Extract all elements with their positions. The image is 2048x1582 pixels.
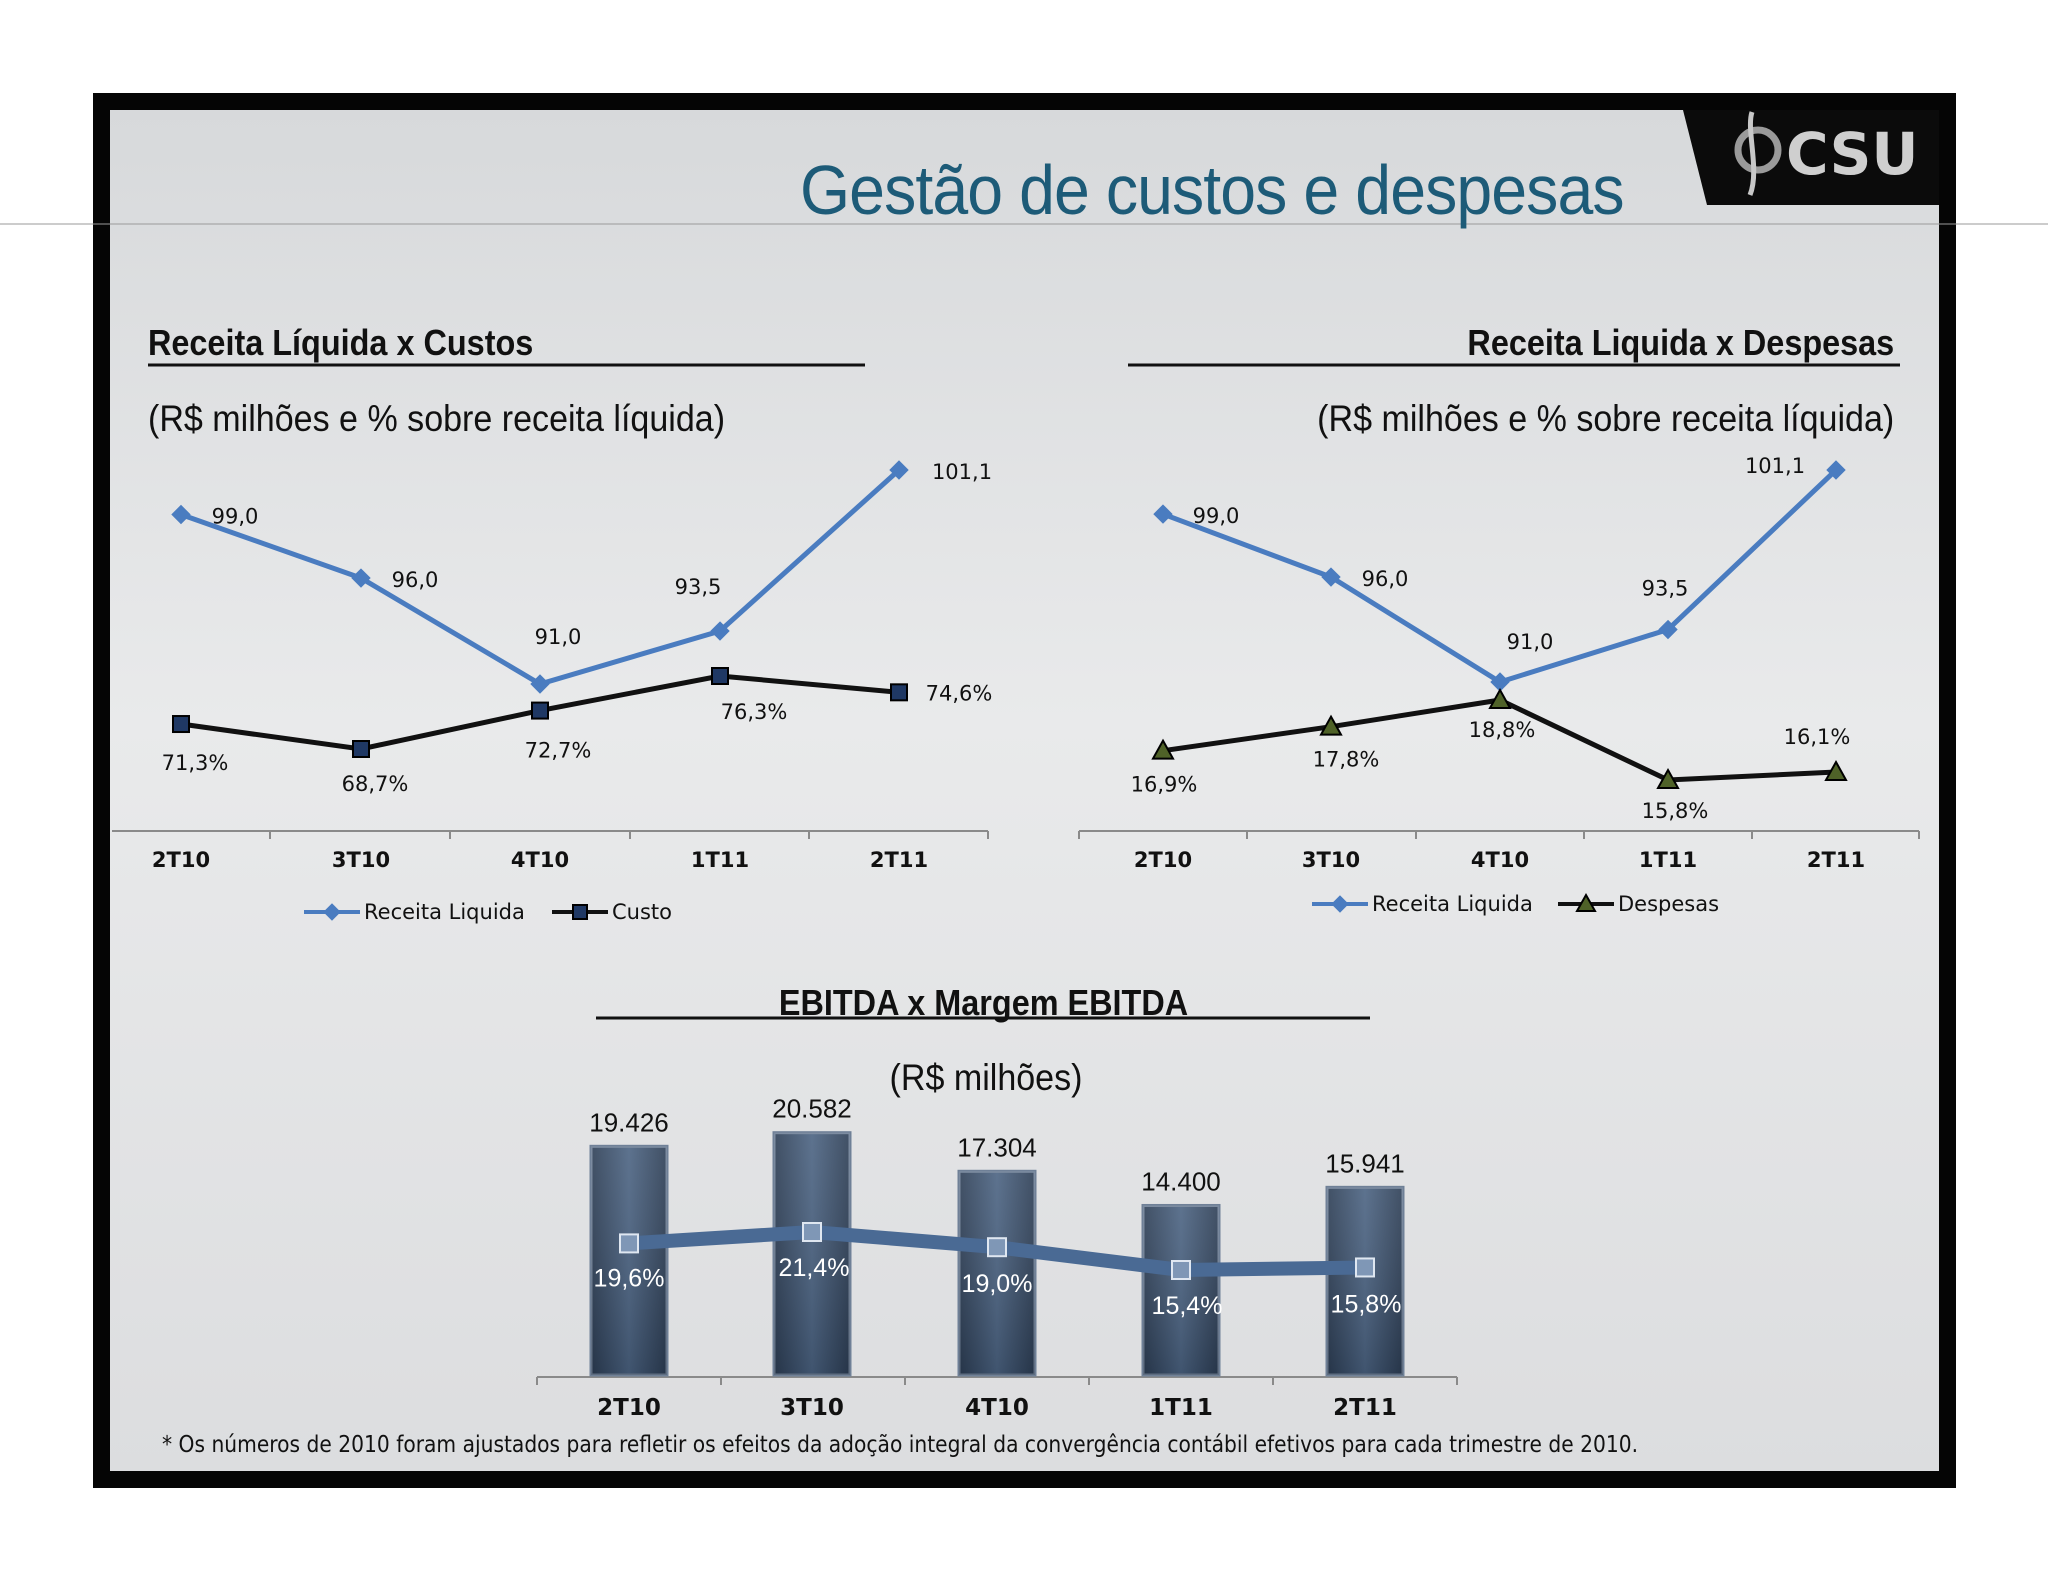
costs-revenue-point — [530, 674, 550, 694]
costs-revenue-label: 99,0 — [212, 504, 259, 528]
ebitda-value-label: 19.426 — [589, 1107, 669, 1137]
ebitda-margin-point — [1355, 1257, 1375, 1278]
costs-section-subtitle: (R$ milhões e % sobre receita líquida) — [148, 398, 726, 439]
expenses-revenue-label: 99,0 — [1193, 504, 1240, 528]
expenses-category-label: 2T10 — [1134, 848, 1192, 872]
costs-revenue-label: 101,1 — [932, 460, 992, 484]
expenses-legend-revenue-label: Receita Liquida — [1372, 892, 1533, 916]
ebitda-category-label: 2T10 — [597, 1395, 661, 1421]
costs-revenue-line — [180, 468, 901, 687]
expenses-revenue-label: 93,5 — [1642, 577, 1689, 601]
expenses-revenue-line — [1162, 468, 1838, 685]
ebitda-margin-label: 15,4% — [1152, 1292, 1223, 1320]
expenses-revenue-label: 91,0 — [1507, 630, 1554, 654]
expenses-secondary-label: 16,9% — [1131, 773, 1198, 797]
costs-cost-point — [531, 701, 549, 720]
expenses-revenue-point — [1321, 567, 1341, 587]
expenses-secondary-label: 15,8% — [1642, 799, 1709, 823]
expenses-expense-point — [1488, 687, 1512, 709]
ebitda-value-label: 15.941 — [1325, 1148, 1405, 1178]
expenses-revenue-point — [1153, 504, 1173, 524]
expenses-secondary-label: 18,8% — [1469, 718, 1536, 742]
costs-secondary-label: 71,3% — [162, 751, 229, 775]
costs-cost-point — [172, 715, 190, 734]
expenses-expense-point — [1319, 714, 1343, 736]
costs-secondary-label: 76,3% — [721, 700, 788, 724]
ebitda-category-label: 4T10 — [965, 1395, 1029, 1421]
ebitda-margin-point — [987, 1237, 1007, 1258]
ebitda-category-label: 3T10 — [780, 1395, 844, 1421]
costs-secondary-label: 74,6% — [926, 681, 993, 705]
expenses-legend-revenue-marker — [1331, 895, 1349, 913]
costs-revenue-point — [171, 504, 191, 525]
ebitda-category-label: 1T11 — [1149, 1395, 1213, 1421]
ebitda-margin-label: 19,6% — [594, 1264, 665, 1292]
costs-category-label: 3T10 — [332, 848, 390, 872]
costs-legend-secondary-label: Custo — [612, 900, 672, 924]
costs-category-label: 2T11 — [870, 848, 928, 872]
page-title: Gestão de custos e despesas — [800, 151, 1625, 229]
expenses-secondary-label: 17,8% — [1313, 748, 1380, 772]
costs-category-label: 1T11 — [691, 848, 749, 872]
costs-revenue-label: 91,0 — [535, 625, 582, 649]
expenses-revenue-point — [1826, 460, 1846, 480]
expenses-legend-secondary-marker — [1575, 892, 1597, 912]
costs-secondary-label: 72,7% — [525, 739, 592, 763]
ebitda-section-title: EBITDA x Margem EBITDA — [778, 982, 1189, 1023]
ebitda-value-label: 20.582 — [772, 1094, 852, 1124]
expenses-revenue-label: 96,0 — [1362, 567, 1409, 591]
expenses-expense-point — [1656, 767, 1680, 789]
expenses-legend-secondary-label: Despesas — [1618, 892, 1719, 916]
costs-revenue-label: 96,0 — [392, 568, 439, 592]
ebitda-margin-label: 19,0% — [962, 1270, 1033, 1298]
csu-logo: CSU — [1734, 111, 1919, 196]
expenses-section-title: Receita Liquida x Despesas — [1467, 322, 1894, 363]
expenses-expense-point — [1151, 738, 1175, 760]
ebitda-bar-shade — [591, 1146, 667, 1375]
expenses-expense-point — [1824, 759, 1848, 781]
footnote: * Os números de 2010 foram ajustados par… — [162, 1432, 1639, 1458]
costs-revenue-point — [351, 568, 371, 588]
ebitda-margin-label: 15,8% — [1331, 1290, 1402, 1318]
costs-cost-point — [890, 683, 908, 702]
expenses-category-label: 3T10 — [1302, 848, 1360, 872]
ebitda-bar-shade — [1327, 1187, 1403, 1375]
ebitda-margin-point — [1171, 1260, 1191, 1280]
costs-secondary-label: 68,7% — [342, 772, 409, 796]
expenses-revenue-label: 101,1 — [1745, 454, 1805, 478]
ebitda-bar-shade — [774, 1132, 850, 1375]
costs-cost-point — [352, 740, 370, 758]
ebitda-value-label: 14.400 — [1141, 1166, 1221, 1196]
costs-revenue-point — [889, 460, 909, 480]
ebitda-margin-point — [619, 1233, 639, 1254]
ebitda-category-label: 2T11 — [1333, 1395, 1397, 1421]
expenses-category-label: 4T10 — [1471, 848, 1529, 872]
logo-symbol-icon — [1734, 126, 1782, 174]
costs-section-title: Receita Líquida x Custos — [148, 322, 534, 363]
expenses-section-subtitle: (R$ milhões e % sobre receita líquida) — [1316, 398, 1894, 439]
costs-cost-point — [711, 667, 729, 685]
costs-revenue-label: 93,5 — [675, 575, 722, 599]
costs-category-label: 4T10 — [511, 848, 569, 872]
expenses-category-label: 2T11 — [1807, 848, 1865, 872]
costs-legend-secondary-marker — [572, 904, 588, 920]
ebitda-value-label: 17.304 — [957, 1132, 1037, 1162]
costs-revenue-point — [710, 621, 730, 641]
costs-category-label: 2T10 — [152, 848, 210, 872]
ebitda-margin-label: 21,4% — [779, 1254, 850, 1282]
costs-legend-revenue-marker — [323, 903, 341, 921]
ebitda-margin-point — [802, 1222, 822, 1242]
ebitda-bar-shade — [1143, 1205, 1219, 1375]
expenses-category-label: 1T11 — [1639, 848, 1697, 872]
ebitda-section-subtitle: (R$ milhões) — [889, 1057, 1083, 1098]
ebitda-bar-shade — [959, 1171, 1035, 1375]
expenses-revenue-point — [1658, 619, 1678, 640]
logo-text: CSU — [1786, 120, 1919, 188]
costs-legend-revenue-label: Receita Liquida — [364, 900, 525, 924]
expenses-secondary-label: 16,1% — [1784, 725, 1851, 749]
